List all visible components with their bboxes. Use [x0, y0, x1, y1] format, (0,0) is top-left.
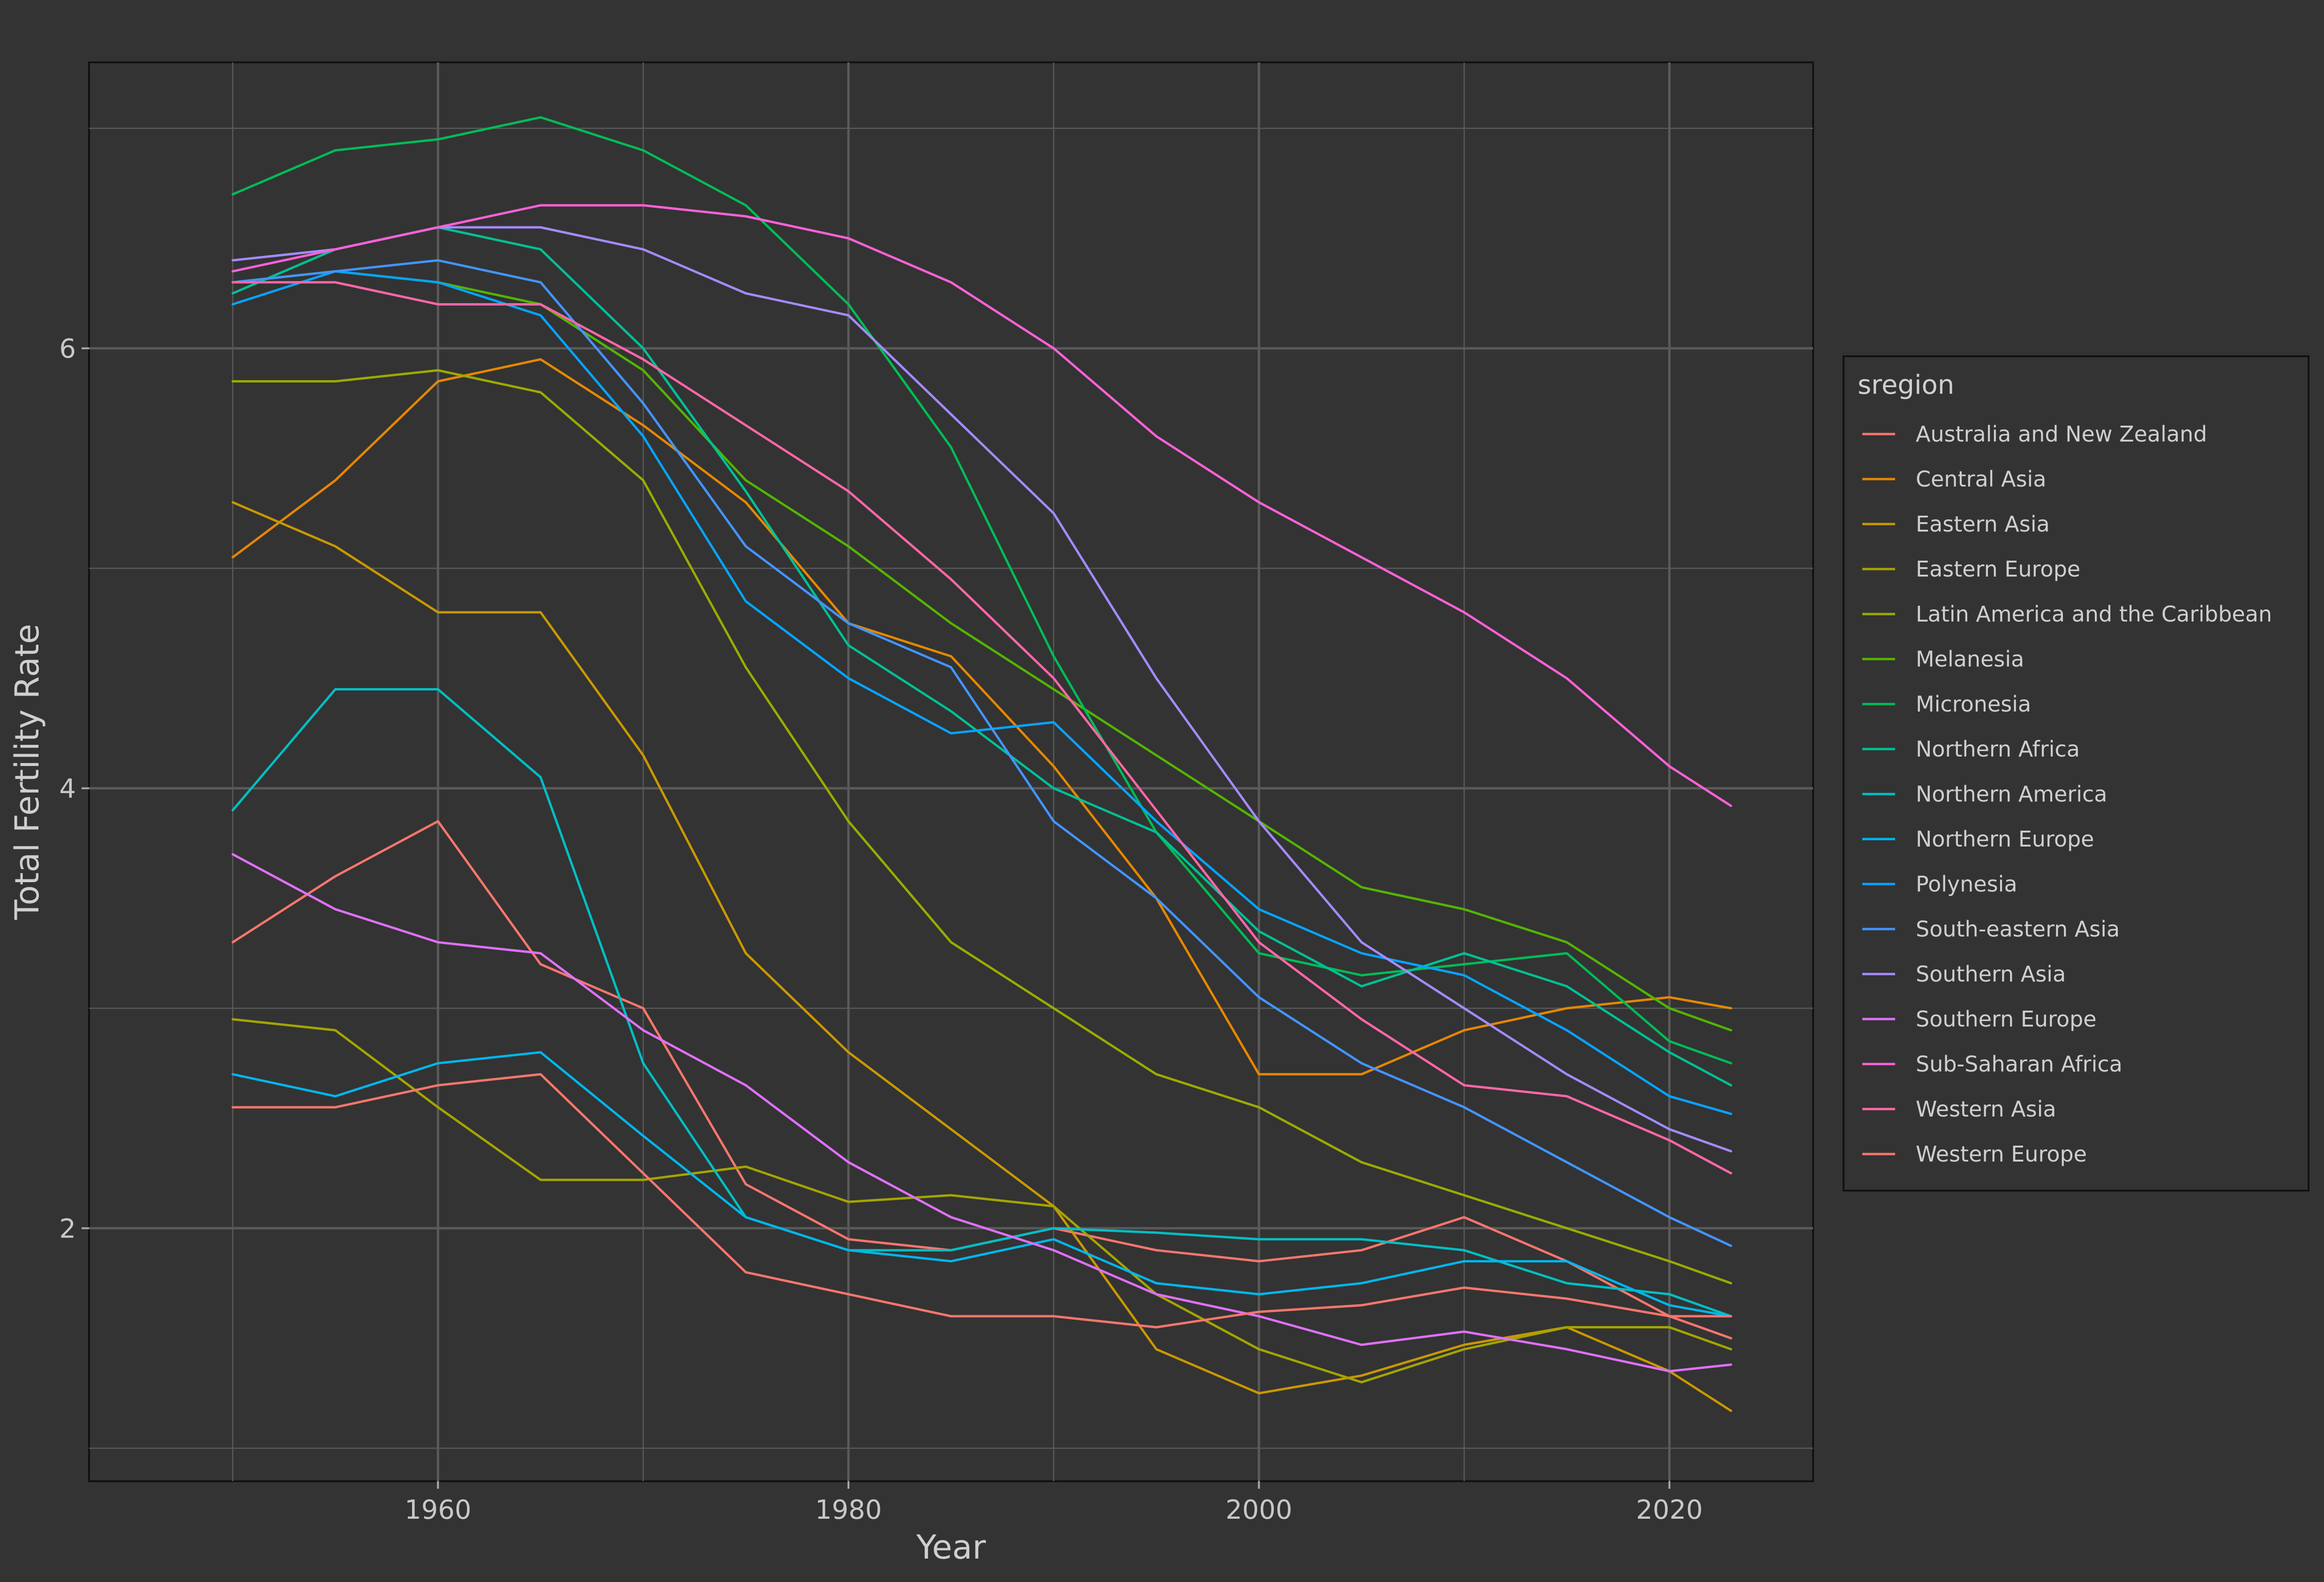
series-lines [232, 116, 1732, 1412]
legend-item: Australia and New Zealand [1862, 421, 2207, 447]
series-line-northern-europe [232, 1051, 1732, 1318]
legend-item: Micronesia [1862, 691, 2031, 717]
legend-label: Eastern Asia [1916, 511, 2050, 537]
x-tick-label: 1960 [405, 1495, 472, 1525]
x-tick-label: 1980 [815, 1495, 882, 1525]
legend-item: Western Europe [1862, 1141, 2087, 1167]
plot-panel [88, 61, 1814, 1482]
legend: sregion Australia and New Zealand Central… [1843, 355, 2309, 1192]
legend-item: Eastern Asia [1862, 511, 2050, 537]
y-axis-title: Total Fertility Rate [8, 624, 46, 920]
series-line-southern-europe [232, 853, 1732, 1372]
series-line-central-asia [232, 358, 1732, 1076]
legend-label: Sub-Saharan Africa [1916, 1051, 2122, 1077]
plot-border [88, 61, 1814, 1482]
y-tick-label: 6 [59, 334, 76, 364]
x-axis-title: Year [916, 1528, 986, 1567]
legend-item: Southern Europe [1862, 1006, 2097, 1032]
legend-label: Northern Europe [1916, 826, 2094, 852]
legend-item: Sub-Saharan Africa [1862, 1051, 2122, 1077]
legend-item: Southern Asia [1862, 961, 2066, 987]
series-line-micronesia [232, 116, 1732, 1065]
legend-label: Micronesia [1916, 691, 2031, 717]
legend-label: Eastern Europe [1916, 556, 2080, 582]
series-line-southern-asia [232, 226, 1732, 1153]
series-line-south-eastern-asia [232, 259, 1732, 1247]
series-line-northern-africa [232, 226, 1732, 1087]
legend-item: Northern Africa [1862, 736, 2080, 762]
legend-label: Central Asia [1916, 466, 2047, 492]
grid [89, 62, 1813, 1481]
series-line-melanesia [232, 270, 1732, 1032]
series-line-eastern-europe [232, 1018, 1732, 1384]
y-tick-label: 2 [59, 1214, 76, 1244]
series-line-polynesia [232, 270, 1732, 1115]
series-line-northern-america [232, 688, 1732, 1318]
legend-label: Polynesia [1916, 871, 2017, 897]
legend-label: Latin America and the Caribbean [1916, 601, 2272, 627]
legend-label: Northern Africa [1916, 736, 2080, 762]
legend-item: Eastern Europe [1862, 556, 2080, 582]
legend-label: South-eastern Asia [1916, 916, 2120, 942]
legend-label: Southern Asia [1916, 961, 2066, 987]
legend-label: Southern Europe [1916, 1006, 2097, 1032]
legend-label: Western Asia [1916, 1096, 2056, 1122]
legend-item: Western Asia [1862, 1096, 2056, 1122]
legend-box [1843, 355, 2309, 1192]
series-line-western-asia [232, 281, 1732, 1175]
legend-label: Melanesia [1916, 646, 2024, 672]
legend-item: Melanesia [1862, 646, 2024, 672]
legend-item: Northern Europe [1862, 826, 2094, 852]
legend-item: South-eastern Asia [1862, 916, 2120, 942]
y-tick-label: 4 [59, 774, 76, 804]
series-line-western-europe [232, 1073, 1732, 1328]
legend-label: Western Europe [1916, 1141, 2087, 1167]
x-tick-label: 2000 [1226, 1495, 1293, 1525]
legend-item: Central Asia [1862, 466, 2047, 492]
series-line-eastern-asia [232, 501, 1732, 1412]
legend-items: Australia and New Zealand Central Asia Eas… [1862, 421, 2272, 1167]
legend-title: sregion [1858, 370, 1954, 400]
x-tick-label: 2020 [1636, 1495, 1703, 1525]
series-line-latin-america-and-the-caribbean [232, 369, 1732, 1285]
axes: 1960 1980 2000 2020 2 4 6 [59, 334, 1702, 1525]
legend-item: Northern America [1862, 781, 2107, 807]
legend-item: Latin America and the Caribbean [1862, 601, 2272, 627]
legend-label: Australia and New Zealand [1916, 421, 2207, 447]
legend-label: Northern America [1916, 781, 2107, 807]
series-line-sub-saharan-africa [232, 204, 1732, 807]
legend-item: Polynesia [1862, 871, 2017, 897]
